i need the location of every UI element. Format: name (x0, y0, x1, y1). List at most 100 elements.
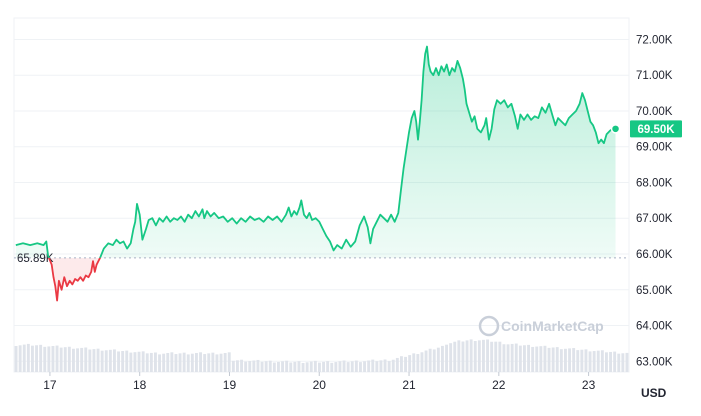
last-price-dot[interactable] (610, 124, 621, 134)
volume-bar (231, 360, 235, 372)
volume-bar (190, 353, 194, 372)
volume-bar (268, 360, 272, 372)
volume-bar (182, 352, 186, 372)
volume-bar (568, 348, 571, 372)
volume-bar (207, 353, 211, 372)
volume-bar (293, 361, 297, 372)
volume-bar (576, 350, 580, 372)
volume-bar (342, 360, 346, 372)
volume-bar (264, 361, 268, 372)
volume-bar (350, 361, 354, 372)
volume-bar (174, 354, 178, 372)
volume-bar (121, 351, 125, 372)
volume-bar (535, 346, 539, 372)
volume-bar (313, 360, 317, 372)
volume-bar (236, 360, 239, 372)
volume-bar (531, 346, 535, 372)
x-tick-label: 19 (223, 378, 237, 392)
volume-bars (14, 339, 629, 372)
volume-bar (141, 351, 145, 372)
y-tick-label: 65.00K (636, 285, 673, 297)
volume-bar (215, 354, 219, 372)
volume-bar (363, 361, 366, 372)
volume-bar (240, 359, 243, 372)
volume-bar (605, 352, 608, 372)
volume-bar (80, 347, 84, 372)
volume-bar (145, 353, 149, 372)
volume-bar (482, 339, 485, 372)
volume-bar (559, 349, 563, 372)
volume-bar (383, 359, 387, 372)
volume-bar (162, 353, 166, 372)
volume-bar (104, 350, 108, 372)
volume-bar (219, 353, 223, 372)
volume-bar (100, 350, 104, 372)
volume-bar (453, 341, 457, 372)
volume-bar (158, 354, 161, 372)
volume-bar (477, 340, 481, 372)
volume-bar (137, 351, 141, 372)
volume-bar (436, 347, 440, 372)
x-tick-label: 23 (582, 378, 596, 392)
volume-bar (613, 351, 617, 372)
volume-bar (31, 345, 34, 372)
volume-bar (367, 360, 371, 372)
volume-bar (334, 362, 338, 372)
volume-bar (408, 355, 412, 372)
volume-bar (617, 353, 621, 372)
price-line-above (15, 45, 616, 258)
volume-bar (441, 345, 444, 372)
volume-bar (523, 345, 526, 372)
volume-bar (211, 352, 215, 372)
volume-bar (117, 351, 120, 372)
volume-bar (154, 352, 157, 372)
coinmarketcap-logo-icon (478, 315, 500, 337)
volume-bar (88, 349, 92, 372)
volume-bar (432, 349, 436, 372)
y-tick-label: 70.00K (636, 106, 673, 118)
y-tick-label: 67.00K (636, 213, 673, 225)
volume-bar (84, 347, 88, 372)
volume-bar (39, 344, 43, 372)
volume-bar (404, 356, 407, 372)
currency-label: USD (641, 386, 667, 400)
x-axis-ticks: 17 18 19 20 21 22 23 (43, 372, 596, 392)
volume-bar (326, 361, 330, 372)
volume-bar (223, 353, 227, 372)
volume-bar (449, 343, 453, 372)
volume-bar (457, 340, 461, 372)
volume-bar (35, 345, 38, 372)
x-tick-label: 20 (313, 378, 327, 392)
volume-bar (514, 343, 518, 372)
volume-bar (469, 339, 473, 372)
volume-bar (227, 352, 231, 372)
chart-plot-border (13, 17, 630, 373)
volume-bar (305, 362, 309, 372)
volume-bar (547, 347, 551, 372)
volume-bar (527, 344, 530, 372)
volume-bar (166, 353, 170, 372)
volume-bar (551, 347, 555, 372)
y-tick-label: 64.00K (636, 321, 673, 333)
volume-bar (572, 348, 576, 372)
volume-bar (18, 345, 22, 372)
volume-bar (72, 348, 75, 372)
volume-bar (322, 361, 325, 372)
volume-bar (596, 350, 600, 372)
volume-bar (416, 354, 420, 372)
last-price-badge (630, 120, 682, 138)
volume-bar (309, 361, 313, 372)
volume-bar (543, 345, 547, 372)
y-tick-label: 69.00K (636, 142, 673, 154)
volume-bar (199, 352, 202, 372)
volume-bar (178, 353, 182, 372)
volume-bar (424, 350, 428, 372)
volume-bar (289, 362, 293, 372)
volume-bar (539, 346, 543, 372)
volume-bar (272, 362, 276, 372)
volume-bar (395, 357, 399, 372)
volume-bar (379, 360, 383, 372)
volume-bar (149, 352, 153, 372)
volume-bar (420, 352, 424, 372)
volume-bar (108, 349, 112, 372)
